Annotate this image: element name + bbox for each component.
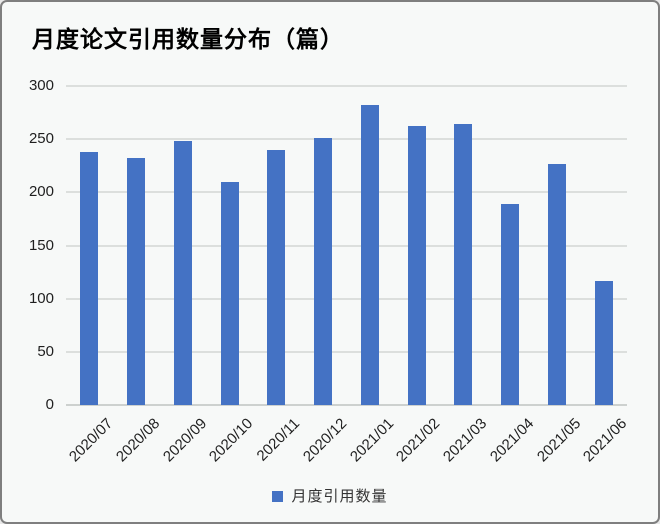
- bar-slot: [66, 86, 113, 405]
- x-slot: 2021/02: [393, 411, 444, 483]
- bar-2020/11: [267, 149, 286, 405]
- bars: [66, 86, 627, 405]
- bar-2020/08: [127, 158, 146, 405]
- x-axis-labels: 2020/07 2020/08 2020/09 2020/10 2020/11 2020/…: [66, 411, 631, 483]
- x-slot: 2020/12: [299, 411, 351, 483]
- y-tick-label-50: 50: [37, 342, 54, 360]
- x-slot: 2021/05: [533, 411, 584, 483]
- legend-swatch-icon: [272, 491, 284, 502]
- x-tick-label-2020/08: 2020/08: [112, 415, 164, 466]
- bar-slot: [580, 86, 627, 405]
- bar-slot: [113, 86, 160, 405]
- gridline-0: [66, 404, 627, 406]
- bar-slot: [347, 86, 394, 405]
- bar-2020/12: [314, 138, 333, 405]
- bar-2021/01: [360, 105, 379, 405]
- x-tick-label-2021/05: 2021/05: [533, 415, 584, 466]
- y-tick-label-300: 300: [28, 77, 54, 94]
- x-tick-label-2021/03: 2021/03: [440, 415, 491, 466]
- bar-2021/06: [594, 280, 613, 405]
- gridline-100: [66, 297, 627, 300]
- x-tick-label-2020/10: 2020/10: [206, 415, 257, 466]
- x-slot: 2020/07: [66, 411, 117, 483]
- y-tick-label-200: 200: [28, 183, 54, 201]
- bar-2021/04: [501, 204, 520, 405]
- bar-2020/09: [173, 141, 192, 405]
- x-tick-label-2021/01: 2021/01: [346, 415, 397, 466]
- bar-slot: [440, 86, 487, 405]
- x-slot: 2020/10: [206, 411, 257, 483]
- bar-2021/03: [454, 124, 473, 405]
- x-tick-label-2020/12: 2020/12: [299, 415, 351, 466]
- x-slot: 2021/03: [440, 411, 491, 483]
- x-tick-label-2020/11: 2020/11: [253, 415, 304, 465]
- x-slot: 2021/01: [346, 411, 397, 483]
- gridline-150: [66, 244, 627, 247]
- x-tick-label-2020/09: 2020/09: [159, 415, 210, 466]
- x-slot: 2020/09: [159, 411, 210, 483]
- x-slot: 2021/04: [486, 411, 538, 483]
- bar-slot: [160, 86, 207, 405]
- bar-2020/07: [80, 151, 99, 405]
- y-axis-labels: 0 50 100 150 200 250 300: [16, 77, 54, 413]
- x-slot: 2021/06: [580, 411, 631, 483]
- legend-label: 月度引用数量: [291, 487, 388, 505]
- gridline-250: [66, 138, 627, 141]
- gridline-200: [66, 191, 627, 194]
- plot-area: [66, 85, 627, 406]
- x-tick-label-2021/04: 2021/04: [486, 415, 538, 466]
- gridline-300: [66, 85, 627, 87]
- bar-slot: [487, 86, 534, 405]
- bar-slot: [206, 86, 253, 405]
- gridline-50: [66, 350, 627, 353]
- y-tick-label-100: 100: [28, 289, 54, 307]
- y-tick-label-0: 0: [45, 396, 54, 413]
- legend: 月度引用数量: [2, 485, 658, 506]
- y-tick-label-150: 150: [28, 236, 54, 254]
- x-tick-label-2021/06: 2021/06: [580, 415, 631, 466]
- y-tick-label-250: 250: [28, 130, 54, 148]
- x-tick-label-2020/07: 2020/07: [66, 415, 117, 466]
- chart-title: 月度论文引用数量分布（篇）: [32, 26, 344, 53]
- x-slot: 2020/08: [112, 411, 164, 483]
- bar-2020/10: [220, 181, 239, 405]
- bar-slot: [534, 86, 581, 405]
- bar-slot: [393, 86, 440, 405]
- gridlines: [66, 85, 627, 406]
- x-slot: 2020/11: [253, 411, 304, 483]
- bar-2021/05: [547, 163, 566, 405]
- bar-2021/02: [407, 126, 426, 405]
- bar-slot: [253, 86, 300, 405]
- x-tick-label-2021/02: 2021/02: [393, 415, 444, 466]
- bar-slot: [300, 86, 347, 405]
